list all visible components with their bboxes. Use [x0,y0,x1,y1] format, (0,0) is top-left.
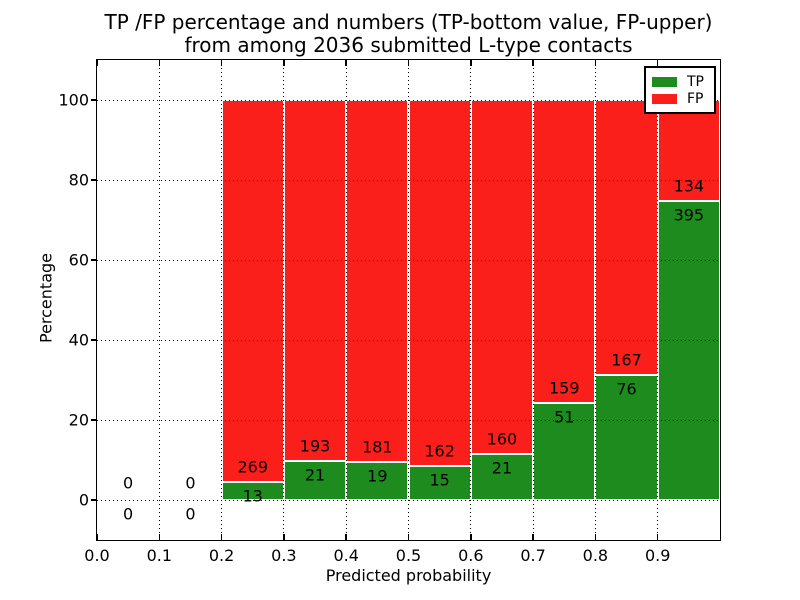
bar-count-label-fp: 0 [123,473,134,493]
x-tick-mark [345,534,347,540]
vertical-gridline [532,60,534,540]
y-tick-mark [90,99,97,101]
y-tick-mark [90,499,97,501]
vertical-gridline [657,60,659,540]
y-tick-mark [90,259,97,261]
chart-title-line2: from among 2036 submitted L-type contact… [184,33,633,57]
vertical-gridline [345,60,347,540]
bar-segment-fp [657,100,720,202]
x-tick-mark-top [283,60,285,66]
bar-segment-tp [221,481,284,500]
x-tick-mark [470,534,472,540]
x-tick-mark-top [158,60,161,66]
bar-segment-fp [533,100,596,403]
y-tick-label: 20 [68,410,89,430]
y-tick-mark [90,419,97,421]
y-tick-label: 40 [68,330,89,350]
x-tick-mark-top [470,60,472,66]
x-tick-mark [407,534,410,540]
x-tick-mark [594,534,597,540]
x-axis-label: Predicted probability [325,566,492,585]
bar-segment-fp [470,100,534,454]
bar-segment-tp [470,453,534,500]
x-tick-mark-top [656,60,659,66]
vertical-gridline [221,60,223,540]
legend-label-tp: TP [687,73,704,90]
bar-count-label-tp: 0 [123,504,134,524]
x-tick-label: 0.3 [271,546,297,565]
y-tick-label: 80 [68,170,89,190]
bar-count-label-fp: 134 [673,176,705,196]
bar-count-label-tp: 13 [242,486,263,506]
x-tick-mark [158,534,161,540]
y-tick-mark [90,179,97,181]
legend-swatch-fp [652,93,677,104]
bar-segment-fp [408,100,471,467]
bar-count-label-fp: 159 [548,378,580,398]
bar-segment-tp [283,460,347,500]
bar-segment-fp [283,100,347,461]
bar-count-label-fp: 193 [299,436,331,456]
y-tick-label: 0 [78,490,89,510]
x-tick-label: 0.2 [208,546,235,565]
bar-segment-tp [408,466,471,500]
bar-segment-tp [657,201,720,500]
x-tick-label: 0.4 [333,546,359,565]
x-tick-label: 0.7 [520,546,546,565]
bar-count-label-tp: 15 [429,470,450,490]
bar-count-label-tp: 19 [367,466,388,486]
x-tick-label: 0.8 [582,546,609,565]
bar-count-label-tp: 395 [673,205,705,225]
y-tick-mark [90,339,97,341]
x-tick-mark-top [345,60,347,66]
x-tick-mark [283,534,285,540]
bar-count-label-fp: 162 [424,441,455,461]
legend-swatch-tp [652,76,677,87]
x-tick-label: 0.0 [84,546,110,565]
y-tick-label: 60 [68,250,89,270]
bar-segment-fp [346,100,409,462]
x-tick-mark [96,534,98,540]
vertical-gridline [470,60,472,540]
bar-segment-fp [595,100,658,375]
chart-title-line1: TP /FP percentage and numbers (TP-bottom… [104,10,713,34]
bar-count-label-tp: 0 [185,504,196,524]
x-tick-label: 0.5 [395,546,422,565]
vertical-gridline [594,60,596,540]
vertical-gridline [283,60,285,540]
chart-title: TP /FP percentage and numbers (TP-bottom… [97,11,720,57]
bar-count-label-fp: 181 [362,437,393,457]
x-tick-mark-top [594,60,597,66]
vertical-gridline [408,60,409,540]
x-tick-mark [656,534,659,540]
bar-segment-fp [221,100,284,482]
bar-count-label-fp: 160 [486,429,518,449]
bar-count-label-fp: 0 [185,473,196,493]
legend: TP FP [644,66,716,114]
legend-item-tp: TP [652,73,714,90]
bar-count-label-tp: 51 [554,407,575,427]
legend-item-fp: FP [652,90,714,107]
bar-count-label-tp: 76 [616,379,637,399]
bar-count-label-tp: 21 [491,458,513,478]
bar-count-label-fp: 269 [237,457,269,477]
x-tick-label: 0.1 [146,546,173,565]
x-tick-mark-top [220,60,223,66]
x-tick-mark [220,534,223,540]
bar-segment-tp [533,402,596,500]
x-tick-label: 0.6 [458,546,484,565]
x-tick-mark-top [96,60,98,66]
x-tick-label: 0.9 [644,546,671,565]
x-tick-mark-top [532,60,534,66]
bar-segment-tp [595,374,658,500]
x-tick-mark-top [407,60,410,66]
legend-label-fp: FP [687,90,704,107]
bar-count-label-fp: 167 [611,350,642,370]
vertical-gridline [158,60,160,540]
bar-count-label-tp: 21 [304,465,326,485]
x-tick-mark [532,534,534,540]
plot-frame [96,59,721,541]
y-tick-label: 100 [58,90,89,110]
